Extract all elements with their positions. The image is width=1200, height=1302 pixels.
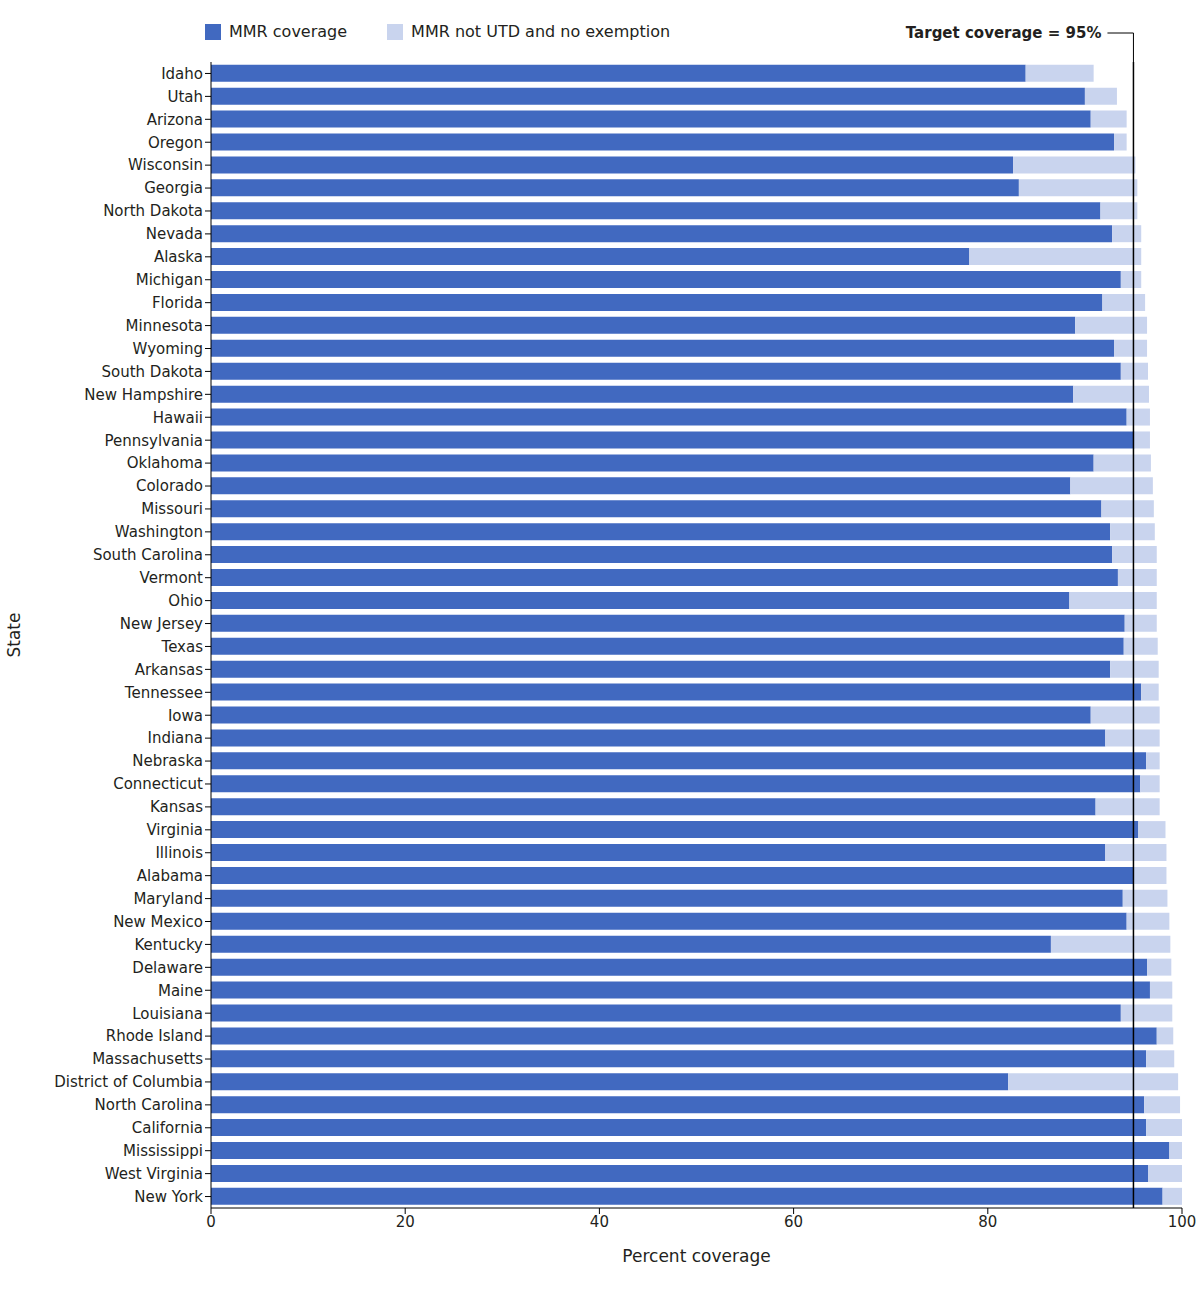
svg-text:40: 40	[590, 1213, 609, 1231]
svg-text:Maine: Maine	[158, 982, 203, 1000]
svg-text:Florida: Florida	[152, 294, 203, 312]
svg-text:District of Columbia: District of Columbia	[54, 1073, 203, 1091]
svg-text:Texas: Texas	[161, 638, 204, 656]
svg-text:Ohio: Ohio	[168, 592, 203, 610]
svg-text:Massachusetts: Massachusetts	[92, 1050, 203, 1068]
svg-text:Target coverage = 95%: Target coverage = 95%	[906, 24, 1102, 42]
svg-text:Mississippi: Mississippi	[123, 1142, 203, 1160]
svg-text:100: 100	[1168, 1213, 1192, 1231]
svg-text:Colorado: Colorado	[136, 477, 203, 495]
svg-text:Pennsylvania: Pennsylvania	[104, 432, 203, 450]
svg-text:State: State	[8, 613, 24, 658]
svg-text:North Dakota: North Dakota	[103, 202, 203, 220]
svg-text:Indiana: Indiana	[147, 729, 203, 747]
svg-text:Missouri: Missouri	[141, 500, 203, 518]
svg-text:Iowa: Iowa	[168, 707, 203, 725]
svg-text:Washington: Washington	[115, 523, 203, 541]
svg-text:West Virginia: West Virginia	[105, 1165, 203, 1183]
svg-text:Wyoming: Wyoming	[133, 340, 203, 358]
svg-text:80: 80	[978, 1213, 997, 1231]
svg-text:Tennessee: Tennessee	[124, 684, 203, 702]
svg-text:South Carolina: South Carolina	[93, 546, 203, 564]
svg-text:20: 20	[396, 1213, 415, 1231]
svg-text:Utah: Utah	[167, 88, 203, 106]
svg-text:Arizona: Arizona	[147, 111, 203, 129]
svg-text:Michigan: Michigan	[136, 271, 203, 289]
svg-text:New Hampshire: New Hampshire	[84, 386, 203, 404]
svg-text:Louisiana: Louisiana	[132, 1005, 203, 1023]
svg-text:0: 0	[206, 1213, 216, 1231]
svg-text:Rhode Island: Rhode Island	[106, 1027, 203, 1045]
svg-text:South Dakota: South Dakota	[101, 363, 203, 381]
svg-text:Nevada: Nevada	[146, 225, 203, 243]
svg-text:Minnesota: Minnesota	[126, 317, 203, 335]
svg-text:North Carolina: North Carolina	[95, 1096, 203, 1114]
svg-text:60: 60	[784, 1213, 803, 1231]
html-text:MMR not UTD and no exemption: MMR not UTD and no exemption	[411, 22, 671, 41]
svg-text:Hawaii: Hawaii	[153, 409, 203, 427]
svg-text:California: California	[132, 1119, 203, 1137]
svg-text:Kansas: Kansas	[150, 798, 203, 816]
svg-text:Virginia: Virginia	[146, 821, 203, 839]
svg-text:Idaho: Idaho	[161, 65, 203, 83]
svg-text:Alaska: Alaska	[154, 248, 203, 266]
svg-text:Wisconsin: Wisconsin	[128, 156, 203, 174]
svg-text:Oklahoma: Oklahoma	[127, 454, 203, 472]
svg-text:Nebraska: Nebraska	[132, 752, 203, 770]
svg-text:New York: New York	[134, 1188, 203, 1206]
svg-text:New Mexico: New Mexico	[113, 913, 203, 931]
svg-text:Percent coverage: Percent coverage	[622, 1246, 770, 1266]
svg-text:Delaware: Delaware	[132, 959, 203, 977]
svg-text:Georgia: Georgia	[144, 179, 203, 197]
html-text:MMR coverage: MMR coverage	[229, 22, 348, 41]
svg-text:Arkansas: Arkansas	[135, 661, 204, 679]
svg-text:Vermont: Vermont	[140, 569, 204, 587]
svg-text:Oregon: Oregon	[148, 134, 203, 152]
svg-text:Illinois: Illinois	[155, 844, 203, 862]
svg-text:Alabama: Alabama	[137, 867, 203, 885]
svg-text:Kentucky: Kentucky	[135, 936, 204, 954]
svg-text:Maryland: Maryland	[133, 890, 203, 908]
svg-text:New Jersey: New Jersey	[120, 615, 203, 633]
svg-text:Connecticut: Connecticut	[113, 775, 203, 793]
